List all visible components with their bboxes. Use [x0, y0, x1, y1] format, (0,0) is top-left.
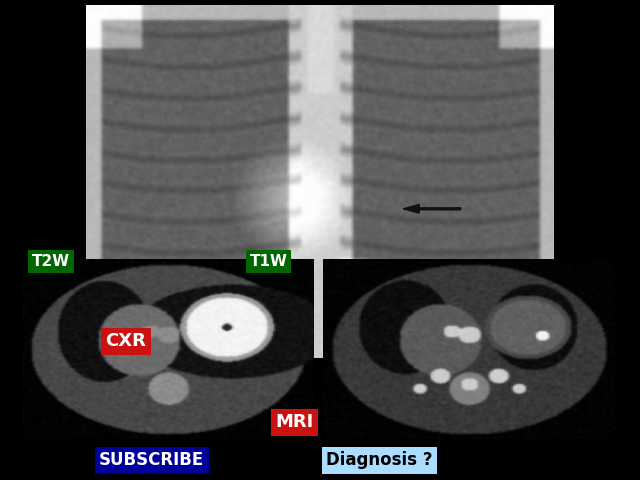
Text: MRI: MRI: [275, 413, 314, 431]
Text: SUBSCRIBE: SUBSCRIBE: [99, 451, 204, 469]
Text: CXR: CXR: [106, 332, 147, 350]
Text: Diagnosis ?: Diagnosis ?: [326, 451, 433, 469]
Text: T1W: T1W: [250, 254, 287, 269]
Text: T2W: T2W: [32, 254, 70, 269]
